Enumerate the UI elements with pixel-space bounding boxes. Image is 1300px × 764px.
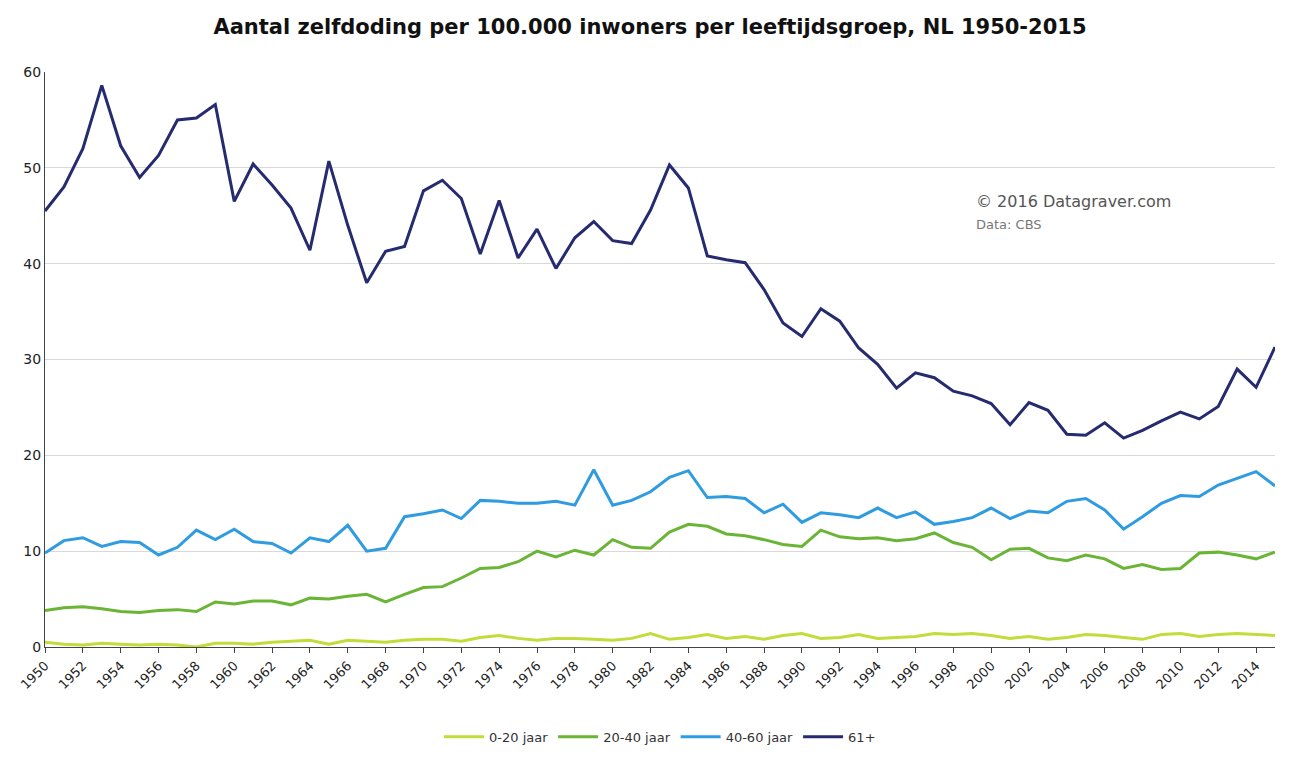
svg-text:30: 30 [23,351,41,367]
svg-text:1988: 1988 [737,658,771,692]
svg-text:60: 60 [23,64,41,80]
svg-text:1990: 1990 [775,658,809,692]
svg-text:1968: 1968 [358,658,392,692]
svg-text:1952: 1952 [56,658,90,692]
svg-text:10: 10 [23,543,41,559]
svg-text:2010: 2010 [1153,658,1187,692]
svg-text:2004: 2004 [1040,658,1074,692]
svg-text:1966: 1966 [320,658,354,692]
svg-text:2014: 2014 [1229,658,1263,692]
svg-text:2006: 2006 [1077,658,1111,692]
svg-text:1978: 1978 [548,658,582,692]
svg-text:1964: 1964 [283,658,317,692]
svg-text:Aantal zelfdoding per 100.000: Aantal zelfdoding per 100.000 inwoners p… [213,15,1086,39]
svg-text:1960: 1960 [207,658,241,692]
svg-text:20-40 jaar: 20-40 jaar [603,730,670,745]
svg-text:Data: CBS: Data: CBS [976,217,1042,232]
svg-text:1984: 1984 [661,658,695,692]
svg-text:2012: 2012 [1191,658,1225,692]
svg-text:1956: 1956 [131,658,165,692]
svg-text:1974: 1974 [472,658,506,692]
svg-text:1994: 1994 [850,658,884,692]
svg-text:61+: 61+ [848,730,875,745]
svg-text:1986: 1986 [699,658,733,692]
svg-text:1982: 1982 [623,658,657,692]
svg-text:© 2016 Datagraver.com: © 2016 Datagraver.com [976,192,1171,211]
svg-text:1958: 1958 [169,658,203,692]
svg-text:2002: 2002 [1002,658,1036,692]
svg-text:1992: 1992 [812,658,846,692]
svg-text:50: 50 [23,160,41,176]
svg-text:1972: 1972 [434,658,468,692]
svg-text:0: 0 [32,639,41,655]
svg-text:1980: 1980 [585,658,619,692]
svg-text:2000: 2000 [964,658,998,692]
svg-text:40-60 jaar: 40-60 jaar [726,730,793,745]
svg-text:1950: 1950 [18,658,52,692]
svg-text:1996: 1996 [888,658,922,692]
svg-text:1962: 1962 [245,658,279,692]
svg-text:1998: 1998 [926,658,960,692]
svg-text:1970: 1970 [396,658,430,692]
svg-text:20: 20 [23,447,41,463]
svg-text:1976: 1976 [510,658,544,692]
svg-text:0-20 jaar: 0-20 jaar [489,730,548,745]
svg-text:40: 40 [23,256,41,272]
svg-text:2008: 2008 [1115,658,1149,692]
svg-text:1954: 1954 [93,658,127,692]
